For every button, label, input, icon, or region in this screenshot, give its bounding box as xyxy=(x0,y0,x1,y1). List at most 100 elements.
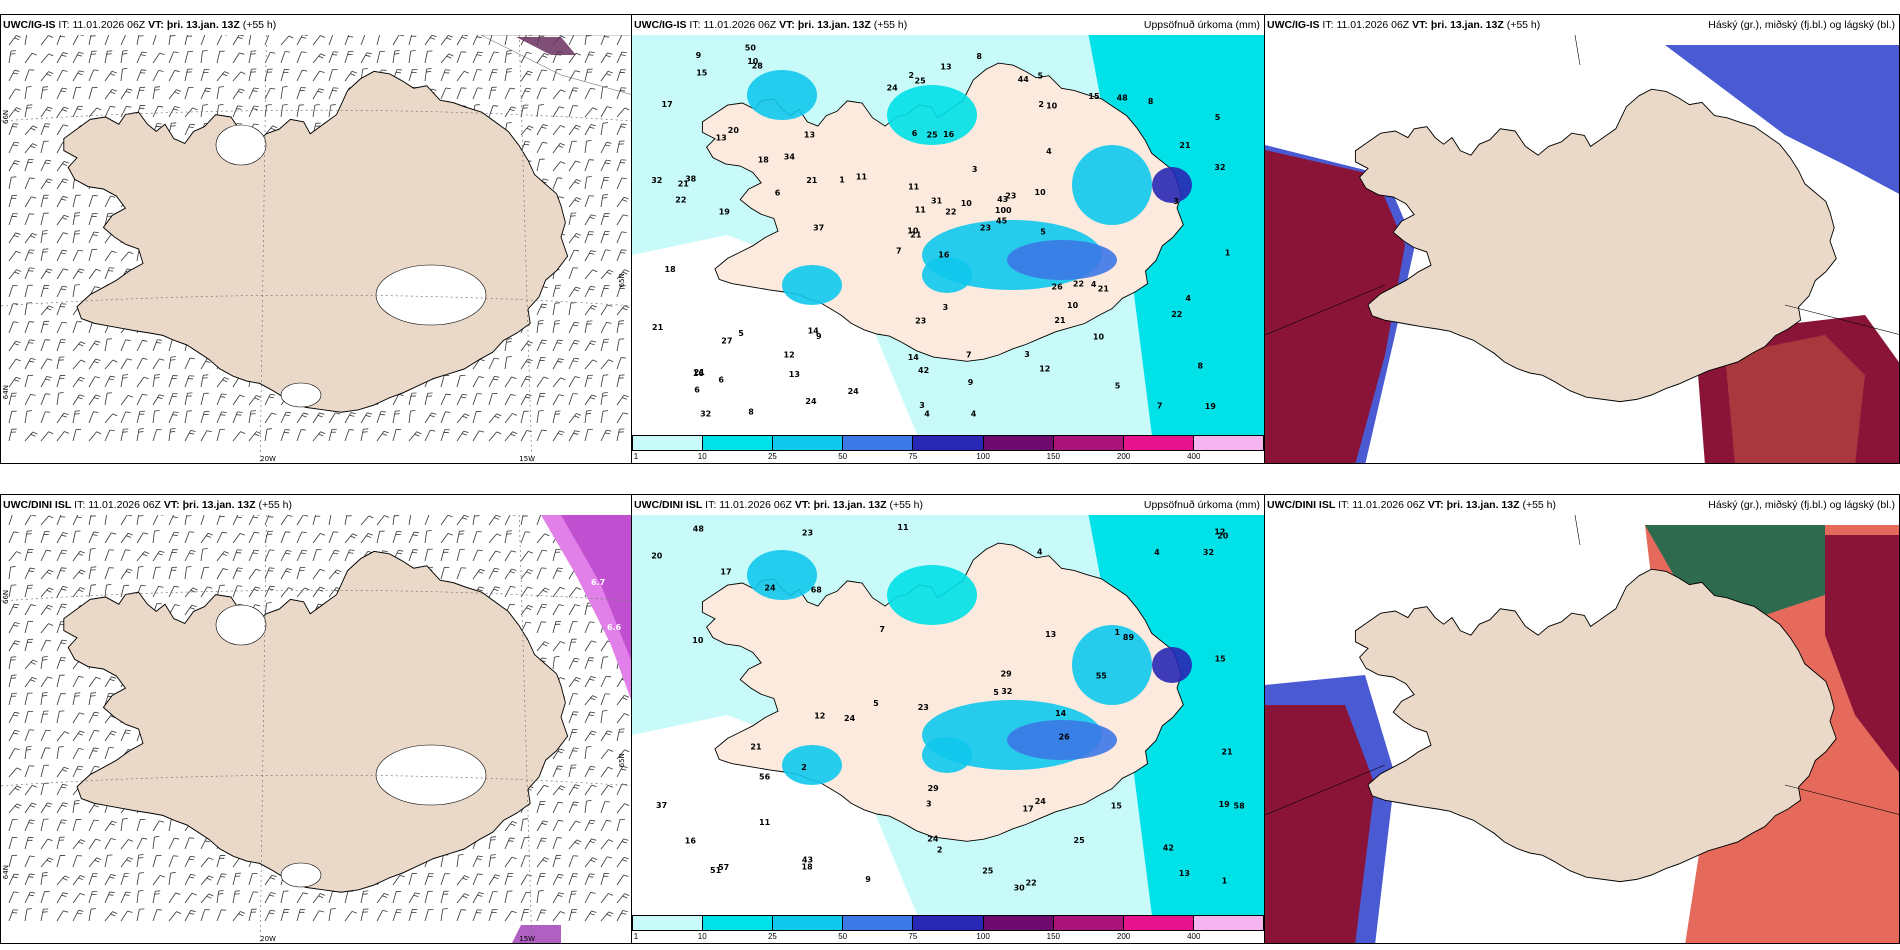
precip-area xyxy=(922,737,972,773)
precip-value: 3 xyxy=(919,401,925,410)
precip-value: 1 xyxy=(1115,628,1121,637)
legend-tick-label: 100 xyxy=(976,932,990,941)
precip-value: 21 xyxy=(1098,285,1110,294)
legend-swatch xyxy=(1053,436,1124,450)
precip-value: 12 xyxy=(1214,528,1225,537)
precip-value: 16 xyxy=(693,369,705,378)
precip-value: 17 xyxy=(720,568,731,577)
precip-value: 32 xyxy=(1203,548,1214,557)
precip-value: 3 xyxy=(1173,197,1179,206)
precip-value: 23 xyxy=(1005,192,1016,201)
precip-value: 42 xyxy=(918,366,929,375)
glacier-langjokull xyxy=(215,124,267,166)
graticule xyxy=(1265,35,1899,336)
precip-value: 19 xyxy=(1205,402,1217,411)
precip-value: 2 xyxy=(937,845,943,854)
precip-value: 8 xyxy=(1198,361,1204,370)
legend-tick-label: 10 xyxy=(697,932,707,941)
precip-value: 9 xyxy=(968,378,974,387)
precip-value: 21 xyxy=(1221,748,1233,757)
precip-value: 15 xyxy=(1111,802,1123,811)
precip-value: 21 xyxy=(678,180,690,189)
precip-value: 10 xyxy=(1035,188,1047,197)
precip-value: 17 xyxy=(662,100,673,109)
precip-value: 13 xyxy=(1045,630,1056,639)
precip-value: 14 xyxy=(908,353,920,362)
precip-value: 24 xyxy=(927,834,939,843)
panel-header: UWC/DINI ISL IT: 11.01.2026 06Z VT: þri.… xyxy=(3,499,293,511)
precip-value: 14 xyxy=(808,327,820,336)
pressure-label: 6.7 xyxy=(591,578,605,587)
precip-area xyxy=(887,565,977,625)
precip-value: 37 xyxy=(656,801,667,810)
panel-header: UWC/IG-IS IT: 11.01.2026 06Z VT: þri. 13… xyxy=(3,19,277,31)
precip-value: 12 xyxy=(814,712,825,721)
grid-label: 15W xyxy=(519,935,535,943)
pressure-shade xyxy=(516,37,576,55)
precip-value: 29 xyxy=(928,784,940,793)
iceland-landmass xyxy=(1354,88,1837,403)
precip-value: 13 xyxy=(804,131,815,140)
legend-swatch xyxy=(1123,436,1194,450)
legend-swatch xyxy=(843,916,914,930)
graticule xyxy=(1265,515,1899,816)
precip-value: 22 xyxy=(1171,310,1182,319)
precip-area xyxy=(782,265,842,305)
legend-tick-label: 1 xyxy=(633,452,639,461)
legend-swatch xyxy=(1123,916,1194,930)
precip-value: 57 xyxy=(718,863,729,872)
precip-value: 11 xyxy=(856,173,868,182)
precip-value: 10 xyxy=(692,636,704,645)
precip-value: 29 xyxy=(1001,669,1013,678)
precip-value: 24 xyxy=(887,83,899,92)
precip-value: 9 xyxy=(865,875,871,884)
precip-value: 4 xyxy=(1154,548,1160,557)
precip-value: 4 xyxy=(1185,294,1191,303)
glacier-vatnajokull xyxy=(375,744,487,806)
pressure-label: 6.6 xyxy=(607,623,622,632)
precip-value: 12 xyxy=(1039,365,1050,374)
legend-tick-label: 75 xyxy=(908,452,918,461)
legend-tick-label: 200 xyxy=(1116,452,1131,461)
precip-value: 21 xyxy=(1179,141,1191,150)
precip-value: 4 xyxy=(1037,547,1043,556)
precip-value: 2 xyxy=(1038,100,1044,109)
precip-value: 2 xyxy=(801,763,807,772)
panel-header: UWC/DINI ISL IT: 11.01.2026 06Z VT: þri.… xyxy=(1267,499,1557,511)
precip-value: 12 xyxy=(784,350,795,359)
precip-legend: 1 10 25 50 75 100 150 200 400 xyxy=(632,915,1264,943)
pressure-shade xyxy=(512,925,561,943)
precip-value: 13 xyxy=(789,370,800,379)
precip-value: 8 xyxy=(976,52,982,61)
precip-value: 6 xyxy=(775,189,781,198)
precip-value: 4 xyxy=(1046,147,1052,156)
legend-swatch xyxy=(773,436,844,450)
legend-tick-label: 1 xyxy=(633,932,639,941)
precip-value: 25 xyxy=(1074,836,1086,845)
precip-value: 11 xyxy=(897,523,909,532)
precip-value: 100 xyxy=(995,206,1012,215)
panel-precip-dini: UWC/DINI ISL IT: 11.01.2026 06Z VT: þri.… xyxy=(631,494,1265,944)
precip-value: 21 xyxy=(806,176,818,185)
precip-value: 11 xyxy=(908,183,920,192)
mid-cloud xyxy=(1265,705,1375,943)
precip-value: 16 xyxy=(943,130,955,139)
panel-wind-dini: UWC/DINI ISL IT: 11.01.2026 06Z VT: þri.… xyxy=(0,494,632,944)
pressure-shade xyxy=(561,515,631,660)
precip-value: 30 xyxy=(1014,884,1026,893)
precip-value: 32 xyxy=(1214,163,1225,172)
precip-value: 7 xyxy=(896,247,902,256)
precip-value: 18 xyxy=(758,156,770,165)
precip-value: 32 xyxy=(1001,687,1012,696)
precip-value: 44 xyxy=(1018,75,1030,84)
precip-value: 48 xyxy=(1117,94,1129,103)
precip-value: 11 xyxy=(759,818,771,827)
legend-colorbar xyxy=(632,435,1264,451)
legend-swatch xyxy=(913,916,984,930)
precip-area xyxy=(1007,240,1117,280)
precip-value: 21 xyxy=(750,743,762,752)
precip-value: 89 xyxy=(1123,633,1135,642)
legend-swatch xyxy=(1053,916,1124,930)
precip-value: 13 xyxy=(940,62,951,71)
grid-label: 65N xyxy=(618,273,626,287)
